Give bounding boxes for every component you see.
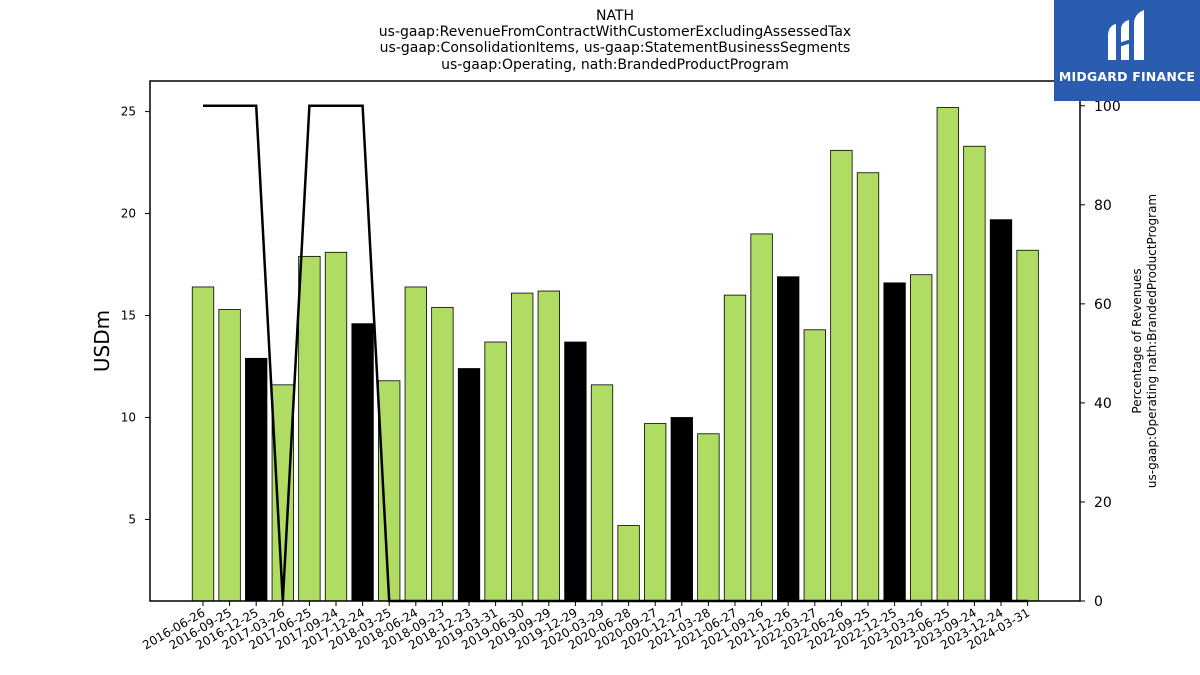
y2-tick-label: 80 — [1094, 198, 1112, 214]
bar-2021-06-27 — [723, 294, 747, 602]
bar-2022-03-27 — [803, 329, 826, 602]
bar-2019-06-30 — [511, 292, 534, 602]
y2-tick-label: 20 — [1094, 495, 1112, 511]
y-tick-label: 15 — [121, 309, 136, 323]
title-line-2: us-gaap:RevenueFromContractWithCustomerE… — [379, 24, 851, 40]
axes — [149, 80, 1081, 602]
y-axis-label: USDm — [90, 310, 114, 372]
bar-2023-09-24 — [963, 145, 986, 602]
bar-2019-12-29 — [564, 341, 587, 602]
bar-2016-09-25 — [218, 308, 241, 602]
bar-2020-06-28 — [617, 525, 640, 602]
y2-tick-label: 0 — [1094, 594, 1103, 610]
bar-2022-12-25 — [883, 282, 906, 602]
bar-2021-03-28 — [697, 433, 720, 602]
y2-tick-label: 100 — [1094, 99, 1121, 115]
bar-2018-06-24 — [404, 286, 427, 602]
y2-tick-label: 60 — [1094, 297, 1112, 313]
bar-2020-09-27 — [644, 423, 667, 602]
title-line-3: us-gaap:ConsolidationItems, us-gaap:Stat… — [380, 40, 851, 56]
logo-text: MIDGARD FINANCE — [1058, 69, 1196, 84]
bar-2023-03-26 — [910, 274, 933, 602]
bar-2019-09-29 — [537, 290, 560, 602]
title-line-4: us-gaap:Operating, nath:BrandedProductPr… — [441, 57, 789, 73]
y2-tick-label: 40 — [1094, 396, 1112, 412]
title-line-1: NATH — [596, 8, 634, 24]
y-axis-left: 5 10 15 20 25 — [121, 105, 150, 526]
plot-frame — [149, 80, 1081, 602]
bar-2022-06-26 — [830, 149, 853, 602]
bar-2018-09-23 — [431, 306, 454, 602]
bar-2017-12-24 — [351, 323, 374, 602]
chart-title: NATH us-gaap:RevenueFromContractWithCust… — [379, 8, 851, 73]
bar-2018-03-25 — [378, 380, 401, 602]
bar-2018-12-23 — [457, 368, 481, 602]
bar-2022-09-25 — [856, 172, 880, 602]
bar-2019-03-31 — [484, 341, 507, 602]
y-tick-label: 20 — [121, 207, 136, 221]
bar-2016-12-25 — [245, 357, 268, 602]
midgard-finance-logo: MIDGARD FINANCE — [1054, 0, 1200, 101]
bar-2024-03-31 — [1016, 249, 1039, 602]
bars — [191, 107, 1039, 602]
bar-2020-12-27 — [670, 417, 693, 602]
bar-2017-03-26 — [271, 384, 294, 602]
y2-axis-label-line-1: Percentage of Revenues — [1130, 268, 1144, 413]
bar-2023-06-25 — [936, 107, 959, 602]
bar-2017-09-24 — [324, 251, 348, 602]
y-tick-label: 10 — [121, 410, 136, 424]
y2-axis-label-line-2: us-gaap:Operating nath:BrandedProductPro… — [1145, 194, 1159, 488]
bar-2023-12-24 — [989, 219, 1013, 602]
y-axis-right: 0 20 40 60 80 100 — [1080, 99, 1121, 610]
bar-2016-06-26 — [191, 286, 215, 602]
bar-2021-09-26 — [750, 233, 773, 602]
x-axis: 2016-06-262016-09-252016-12-252017-03-26… — [140, 601, 1032, 652]
bar-2021-12-26 — [777, 276, 800, 602]
y-tick-label: 25 — [121, 105, 136, 119]
bar-2017-06-25 — [298, 255, 321, 602]
logo-mark-icon — [1108, 10, 1144, 60]
y-tick-label: 5 — [128, 512, 136, 526]
bar-2020-03-29 — [590, 384, 614, 602]
